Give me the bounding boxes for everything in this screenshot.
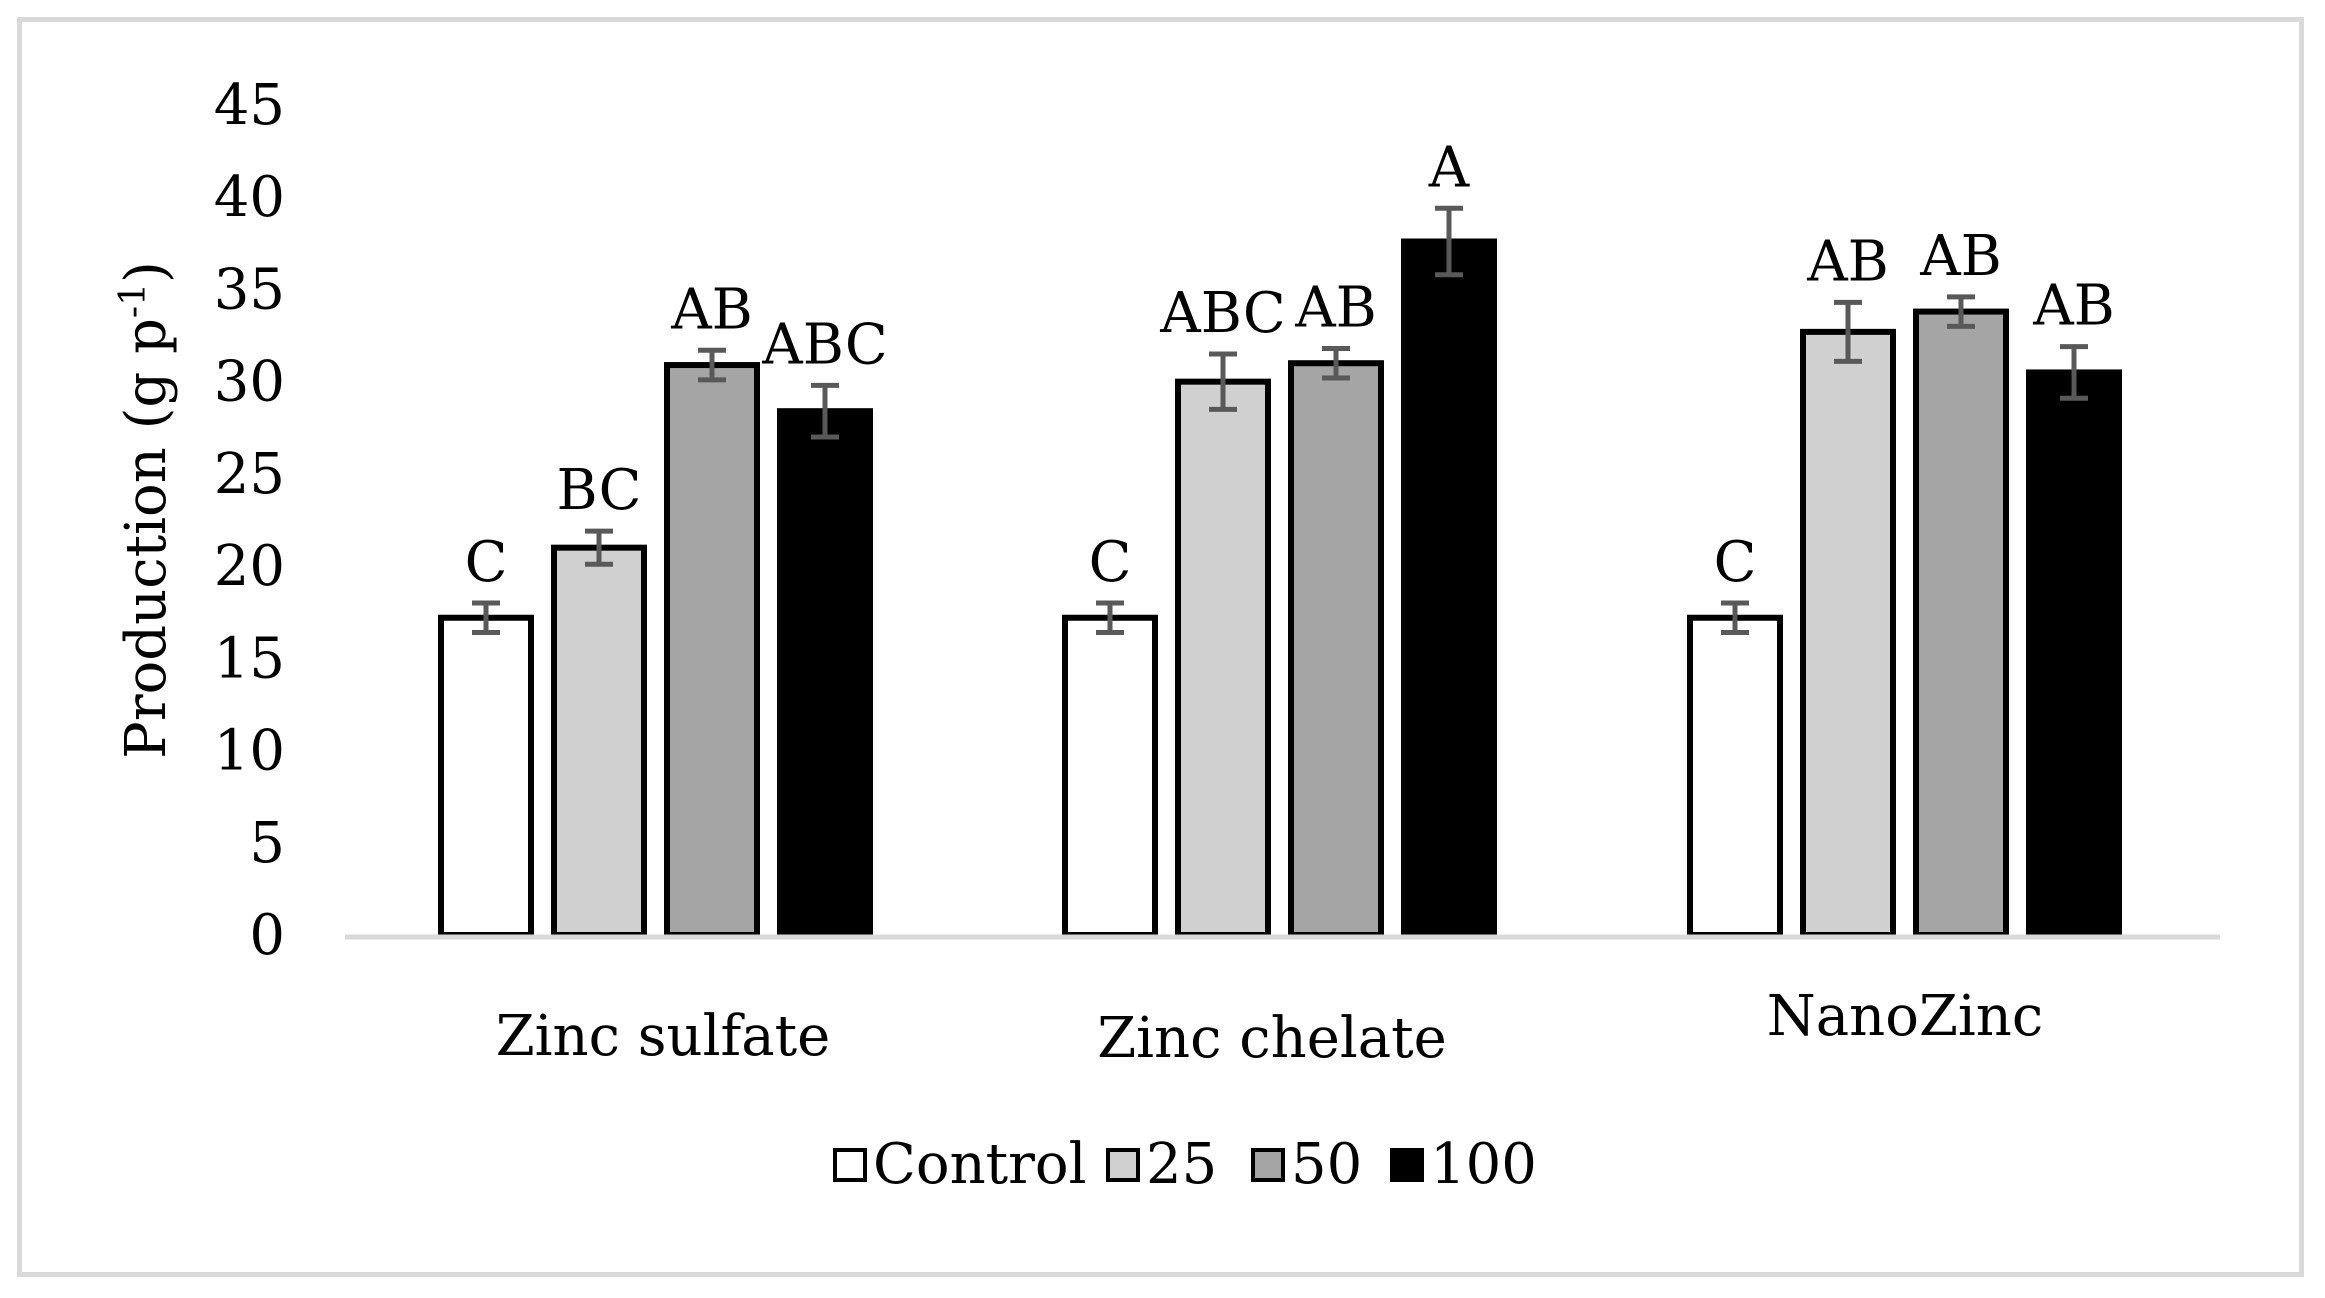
y-axis-label-superscript: -1 [113, 283, 154, 318]
bar [551, 544, 647, 939]
y-tick-label: 0 [249, 903, 285, 968]
y-axis-label-suffix: ) [114, 261, 179, 283]
legend-label: 50 [1291, 1132, 1362, 1197]
bar [664, 362, 760, 939]
category-label: NanoZinc [1767, 984, 2043, 1049]
significance-label: AB [670, 277, 753, 342]
category-label: Zinc sulfate [496, 1004, 831, 1069]
significance-label: ABC [1159, 281, 1285, 346]
bar [1800, 328, 1896, 939]
bar [1175, 378, 1271, 938]
bar [1062, 614, 1158, 938]
legend-label: 100 [1430, 1132, 1537, 1197]
bar [1687, 614, 1783, 938]
error-bars [472, 205, 2088, 636]
significance-label: ABC [761, 312, 887, 377]
y-tick-label: 25 [214, 442, 285, 507]
y-axis-ticks: 0 5 10 15 20 25 30 35 40 45 [214, 73, 285, 968]
y-axis-label: Production (g p-1) [113, 261, 179, 759]
significance-label: BC [556, 458, 641, 523]
significance-label: C [1089, 530, 1132, 595]
significance-label: AB [1806, 229, 1889, 294]
legend-swatch [1106, 1148, 1140, 1182]
y-axis-label-main: Production (g p [114, 318, 179, 759]
legend-label: 25 [1146, 1132, 1217, 1197]
category-label: Zinc chelate [1097, 1006, 1447, 1071]
bar [1401, 238, 1497, 938]
significance-label: A [1428, 135, 1470, 200]
legend-label: Control [873, 1132, 1087, 1197]
legend-swatch [833, 1148, 867, 1182]
y-tick-label: 30 [214, 350, 285, 415]
significance-label: C [465, 530, 508, 595]
significance-label: C [1714, 530, 1757, 595]
y-tick-label: 40 [214, 165, 285, 230]
bar [438, 614, 534, 938]
bar [1288, 360, 1384, 938]
bar [1913, 308, 2009, 939]
significance-label: AB [1919, 224, 2002, 289]
x-axis-categories: Zinc sulfate Zinc chelate NanoZinc [496, 984, 2043, 1071]
legend-swatch [1390, 1148, 1424, 1182]
legend-swatch [1251, 1148, 1285, 1182]
significance-label: AB [2032, 274, 2115, 339]
y-tick-label: 5 [249, 811, 285, 876]
y-tick-label: 35 [214, 257, 285, 322]
y-tick-label: 20 [214, 534, 285, 599]
bar [2026, 369, 2122, 938]
y-tick-label: 15 [214, 626, 285, 691]
y-tick-label: 45 [214, 73, 285, 138]
significance-label: AB [1294, 275, 1377, 340]
y-tick-label: 10 [214, 719, 285, 784]
legend: Control 25 50 100 [833, 1132, 1537, 1197]
bar [777, 408, 873, 938]
